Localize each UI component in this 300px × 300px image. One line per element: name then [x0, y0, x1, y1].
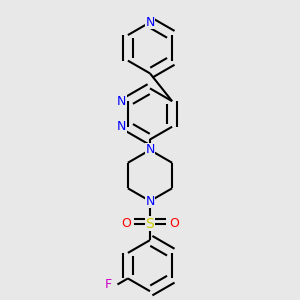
- Text: S: S: [146, 217, 154, 231]
- Text: N: N: [117, 120, 126, 133]
- Text: N: N: [145, 195, 155, 208]
- Text: O: O: [169, 217, 179, 230]
- Text: N: N: [117, 95, 126, 108]
- Text: F: F: [105, 278, 112, 291]
- Text: N: N: [145, 143, 155, 157]
- Text: O: O: [121, 217, 131, 230]
- Text: N: N: [145, 16, 155, 29]
